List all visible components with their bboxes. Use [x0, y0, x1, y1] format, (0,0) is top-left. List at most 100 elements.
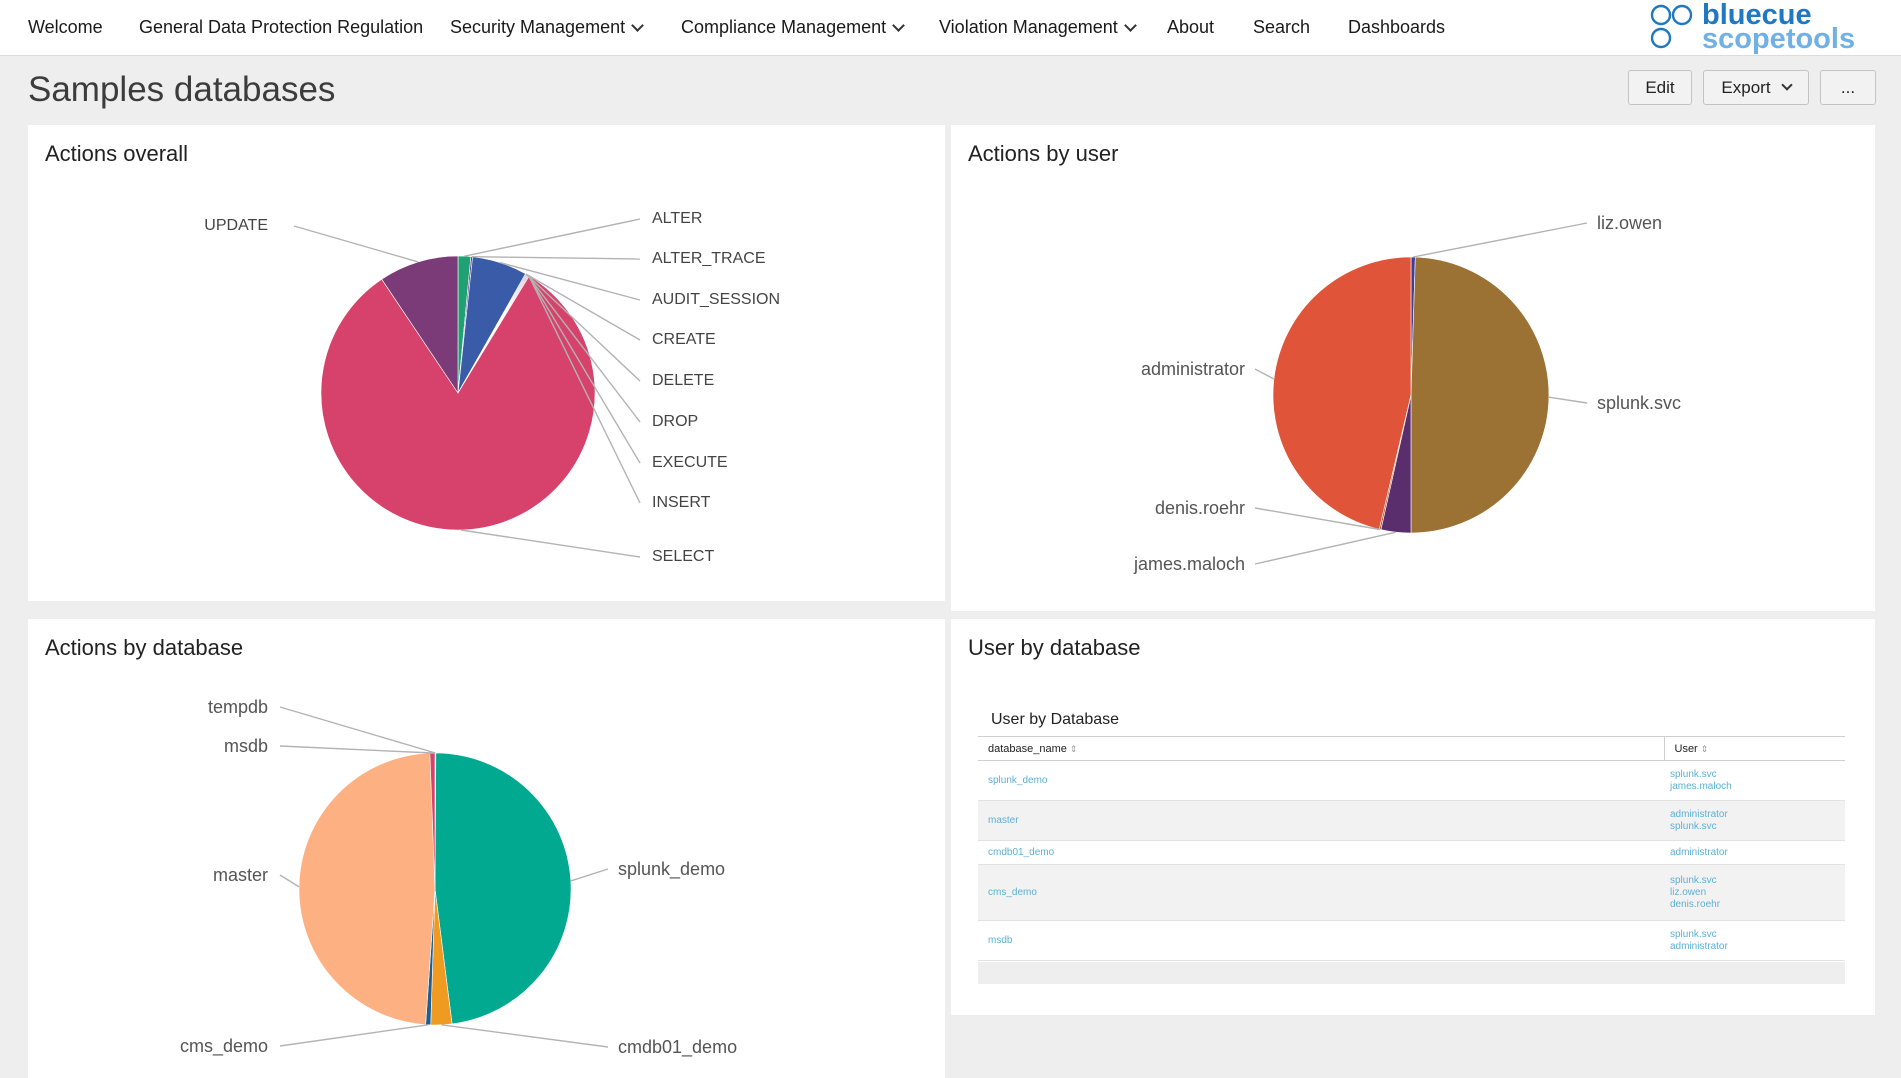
pie-label-drop[interactable]: DROP [652, 413, 698, 430]
table-row: master administrator splunk.svc [978, 800, 1845, 841]
nav-security-management[interactable]: Security Management [450, 17, 644, 38]
user-link[interactable]: james.maloch [1670, 780, 1732, 792]
pie-label-denis-roehr[interactable]: denis.roehr [1155, 498, 1245, 518]
user-link[interactable]: splunk.svc [1670, 928, 1717, 940]
nav-gdpr-label: General Data Protection Regulation [139, 17, 424, 37]
table-row: splunk_demo splunk.svc james.maloch [978, 760, 1845, 801]
leader-line-cmdb01-demo [441, 1024, 609, 1048]
pie-label-liz-owen[interactable]: liz.owen [1597, 213, 1662, 233]
user-link[interactable]: administrator [1670, 846, 1728, 858]
database-name-cell[interactable]: cms_demo [978, 864, 1664, 921]
pie-slices [1272, 256, 1550, 534]
pie-slice-update[interactable] [381, 255, 459, 394]
pie-labels: tempdb splunk_demo cmdb01_demo cms_demo mast… [180, 697, 737, 1058]
database-name-cell[interactable]: msdb [978, 920, 1664, 961]
leader-line-cms-demo [279, 1024, 429, 1047]
pie-label-audit-session[interactable]: AUDIT_SESSION [652, 291, 780, 308]
panel-user-by-database: User by database User by Database databa… [951, 619, 1875, 1015]
panel-title: Actions by database [45, 635, 244, 660]
database-name-cell[interactable]: cmdb01_demo [978, 840, 1664, 865]
user-link[interactable]: denis.roehr [1670, 898, 1721, 910]
pie-label-alter[interactable]: ALTER [652, 210, 702, 227]
leader-line-create [525, 273, 641, 341]
pie-label-msdb[interactable]: msdb [224, 736, 268, 756]
database-name-link[interactable]: splunk_demo [988, 774, 1048, 786]
nav-violation-label: Violation Management [939, 17, 1118, 37]
pie-label-splunk-demo[interactable]: splunk_demo [618, 859, 725, 880]
logo-line1: bluecue [1702, 2, 1812, 31]
more-button[interactable]: ... [1820, 70, 1876, 105]
leader-line-alter [464, 218, 641, 257]
pie-label-cmdb01-demo[interactable]: cmdb01_demo [618, 1037, 737, 1058]
nav-gdpr[interactable]: General Data Protection Regulation [139, 17, 423, 38]
nav-search-label: Search [1253, 17, 1311, 37]
nav-dashboards[interactable]: Dashboards [1348, 17, 1445, 38]
database-name-link[interactable]: cmdb01_demo [988, 846, 1055, 858]
user-link[interactable]: splunk.svc [1670, 874, 1717, 886]
column-header-label: database_name [988, 742, 1067, 755]
nav-welcome[interactable]: Welcome [28, 17, 103, 38]
user-link[interactable]: administrator [1670, 808, 1728, 820]
user-cell: administrator [1664, 840, 1845, 865]
logo-circle-icon [1650, 27, 1672, 49]
pie-label-execute[interactable]: EXECUTE [652, 454, 728, 471]
leader-line-splunk-demo [570, 868, 609, 882]
nav-violation-management[interactable]: Violation Management [939, 17, 1137, 38]
leader-line-liz-owen [1413, 222, 1588, 258]
table-row: cmdb01_demo administrator [978, 840, 1845, 865]
chevron-down-icon [1123, 18, 1137, 32]
leader-line-execute [527, 274, 641, 464]
database-name-link[interactable]: msdb [988, 934, 1013, 946]
column-header-database-name[interactable]: database_name ⇕ [978, 736, 1664, 761]
nav-search[interactable]: Search [1253, 17, 1310, 38]
user-link[interactable]: splunk.svc [1670, 768, 1717, 780]
database-name-cell[interactable]: splunk_demo [978, 760, 1664, 801]
leader-line-insert [528, 275, 641, 504]
leader-line-splunk-svc [1548, 396, 1588, 404]
pie-label-tempdb[interactable]: tempdb [208, 697, 268, 717]
table-title: User by Database [991, 711, 1120, 728]
user-cell: splunk.svc administrator [1664, 920, 1845, 961]
user-by-database-table: database_name ⇕ User ⇕ splunk_demo splunk.s… [978, 736, 1845, 961]
pie-label-james-maloch[interactable]: james.maloch [1133, 554, 1245, 574]
pie-label-alter-trace[interactable]: ALTER_TRACE [652, 250, 766, 267]
leader-line-tempdb [279, 706, 436, 754]
pie-label-cms-demo[interactable]: cms_demo [180, 1036, 268, 1057]
pie-slice-splunk-demo[interactable] [434, 752, 572, 1025]
column-header-user[interactable]: User ⇕ [1663, 736, 1845, 761]
pie-label-create[interactable]: CREATE [652, 331, 716, 348]
pie-slice-splunk-svc[interactable] [1410, 256, 1550, 534]
nav-dashboards-label: Dashboards [1348, 17, 1446, 37]
logo-circle-icon [1671, 4, 1693, 26]
export-button[interactable]: Export [1703, 70, 1809, 105]
chevron-down-icon [892, 18, 905, 32]
nav-about[interactable]: About [1167, 17, 1214, 38]
database-name-cell[interactable]: master [978, 800, 1664, 841]
pie-slice-administrator[interactable] [1272, 256, 1412, 530]
pie-label-insert[interactable]: INSERT [652, 494, 711, 511]
chevron-down-icon [631, 18, 644, 32]
sort-icon: ⇕ [1700, 743, 1709, 754]
pie-label-delete[interactable]: DELETE [652, 372, 714, 389]
logo-line2: scopetools [1702, 23, 1855, 54]
column-header-label: User [1674, 742, 1698, 755]
pie-label-splunk-svc[interactable]: splunk.svc [1597, 393, 1681, 413]
nav-compliance-management[interactable]: Compliance Management [681, 17, 905, 38]
chevron-down-icon [1780, 79, 1793, 91]
database-name-link[interactable]: cms_demo [988, 886, 1037, 898]
panel-title: User by database [968, 635, 1141, 660]
user-link[interactable]: liz.owen [1670, 886, 1707, 898]
edit-button[interactable]: Edit [1628, 70, 1692, 105]
user-cell: splunk.svc james.maloch [1664, 760, 1845, 801]
bluecue-logo[interactable]: bluecue scopetools [1648, 2, 1888, 54]
user-link[interactable]: splunk.svc [1670, 820, 1717, 832]
database-name-link[interactable]: master [988, 814, 1019, 826]
pie-label-master[interactable]: master [213, 865, 268, 885]
pie-label-administrator[interactable]: administrator [1141, 359, 1245, 379]
pie-slice-master[interactable] [298, 752, 436, 1026]
leader-line-james-maloch [1254, 531, 1397, 565]
pie-label-update[interactable]: UPDATE [204, 217, 268, 234]
page-title: Samples databases [28, 70, 336, 109]
pie-label-select[interactable]: SELECT [652, 548, 714, 565]
user-link[interactable]: administrator [1670, 940, 1728, 952]
